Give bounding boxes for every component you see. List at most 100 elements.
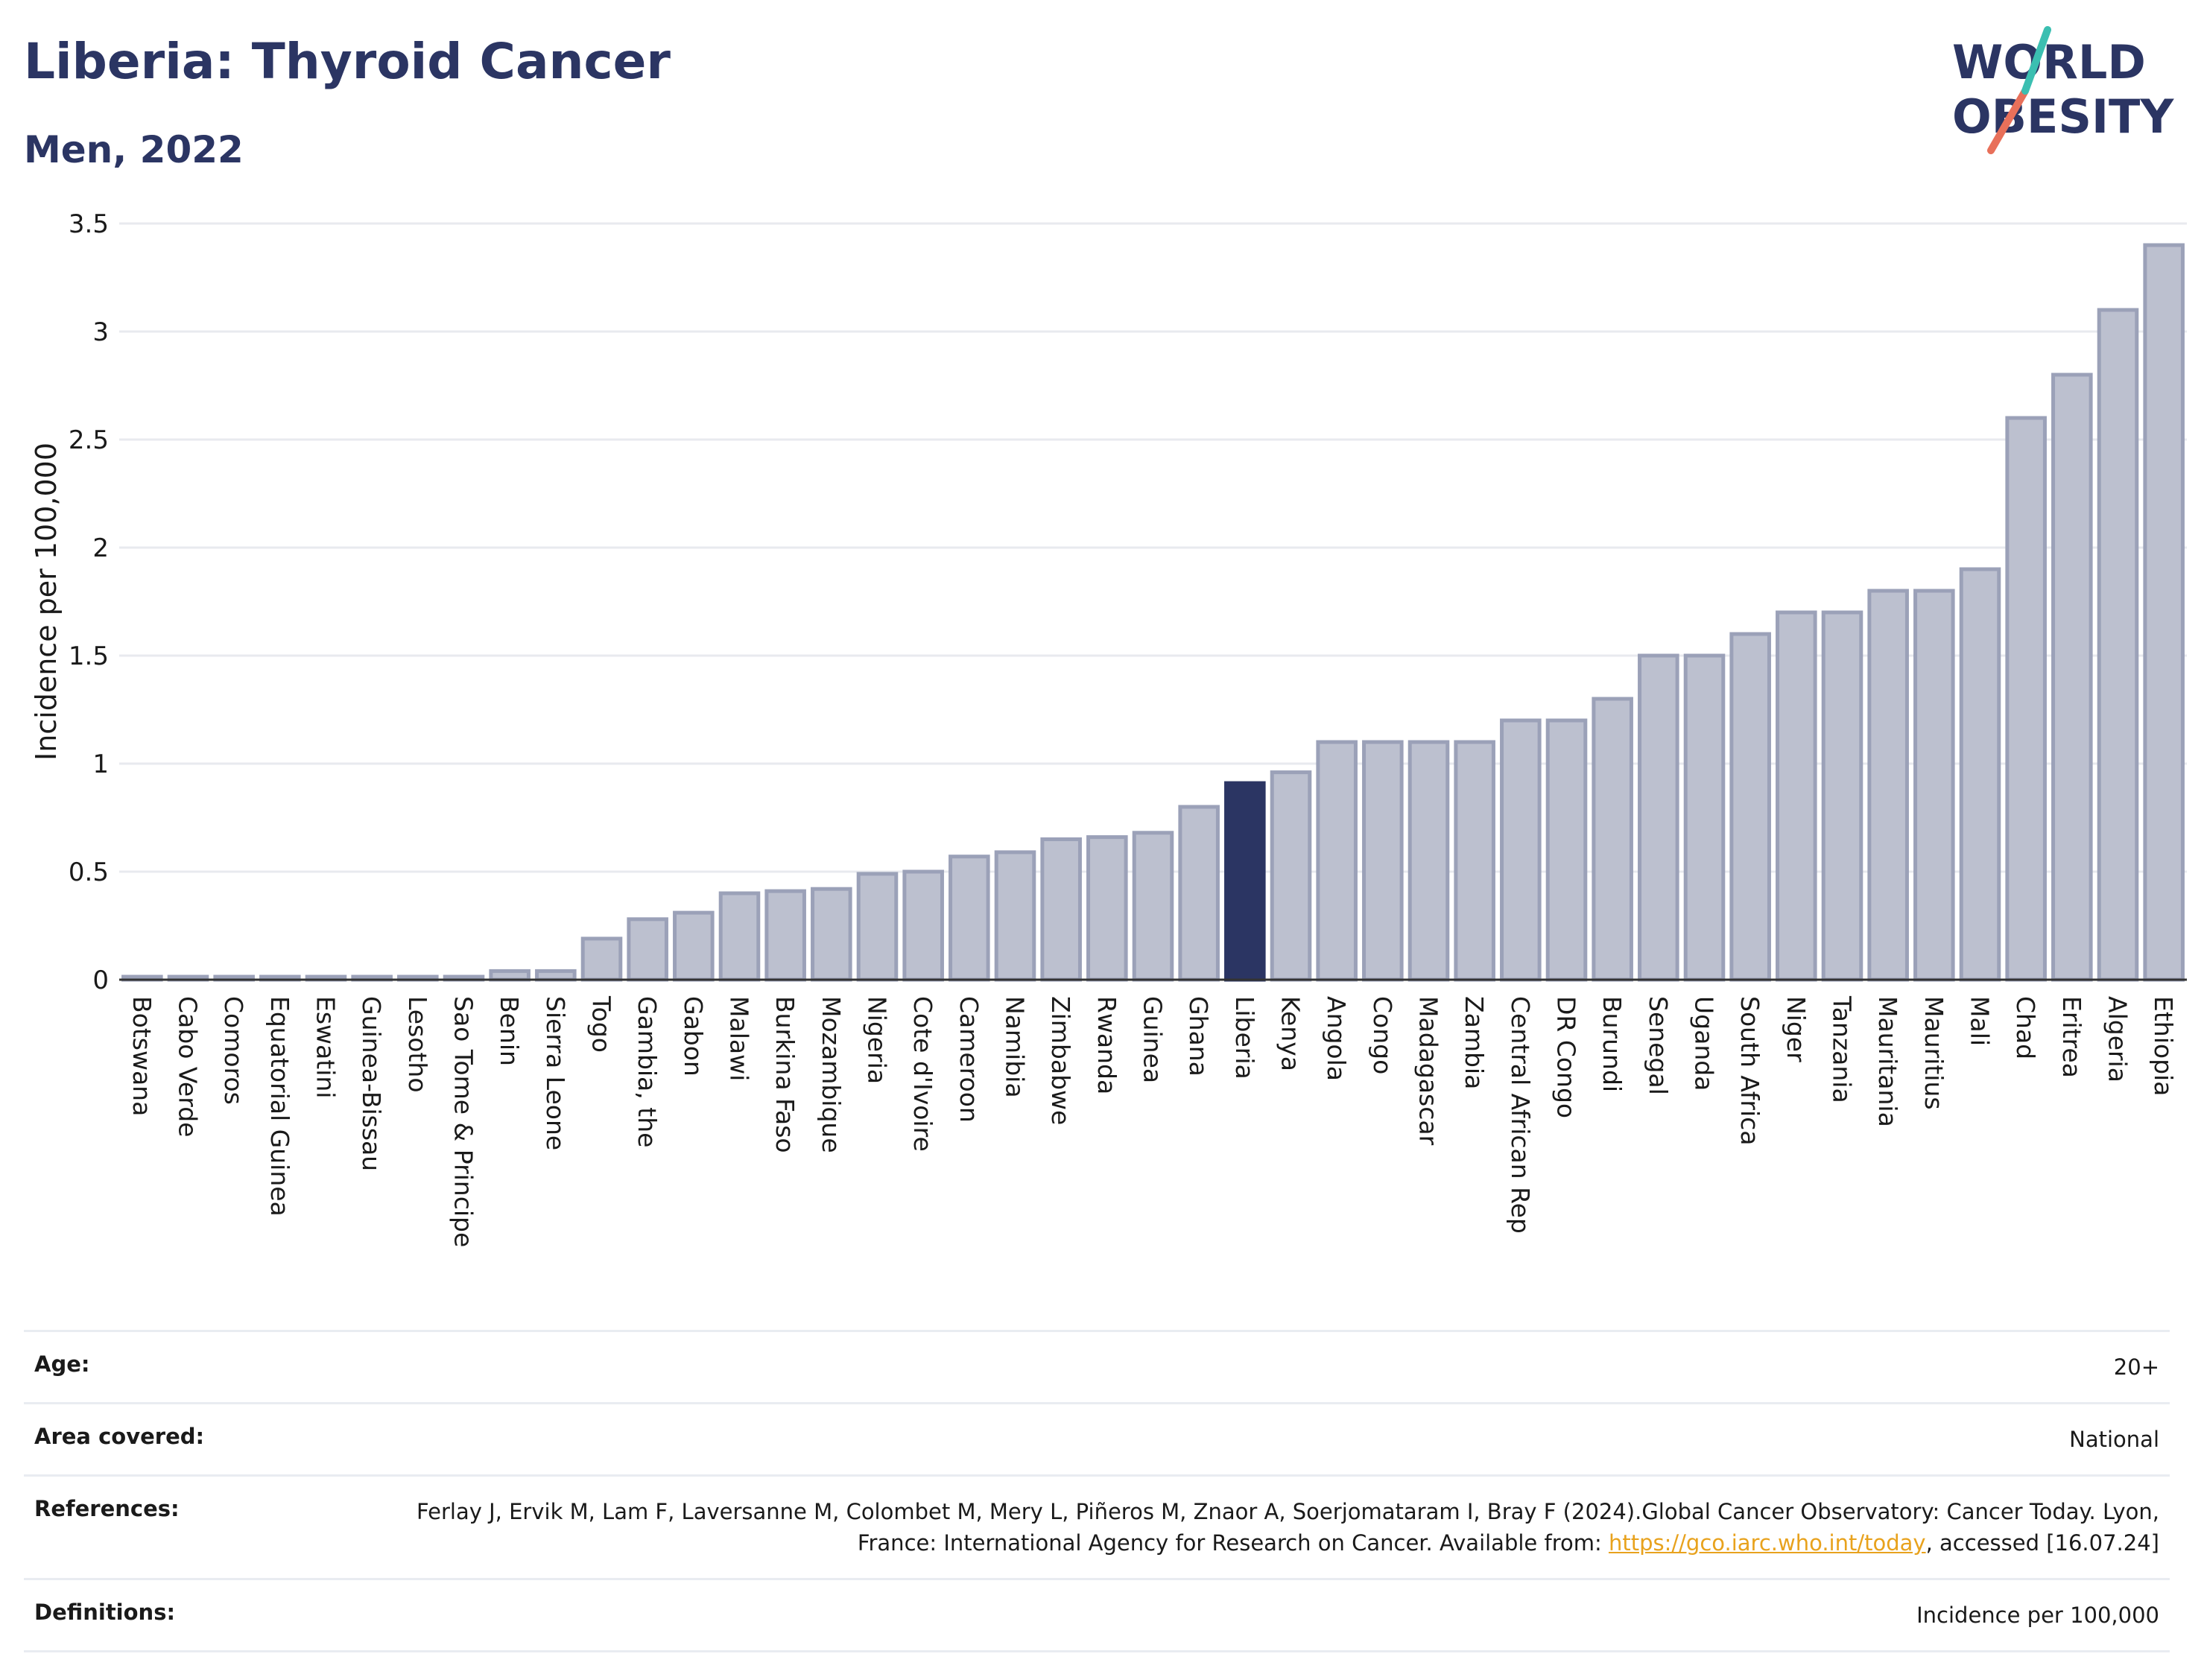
x-tick-label: Sao Tome & Principe xyxy=(449,996,478,1247)
x-tick-label: Nigeria xyxy=(863,996,892,1084)
x-tick-label: Mali xyxy=(1966,996,1995,1046)
bar xyxy=(673,910,715,982)
bar xyxy=(1040,837,1082,982)
bar xyxy=(1959,567,2001,982)
x-tick-label: Cameroon xyxy=(954,996,984,1123)
references-text: Ferlay J, Ervik M, Lam F, Laversanne M, … xyxy=(417,1499,2159,1556)
bar xyxy=(949,855,990,982)
x-tick-label: Burkina Faso xyxy=(770,996,799,1153)
bar xyxy=(764,889,806,982)
x-tick-label: Kenya xyxy=(1276,996,1305,1071)
info-row-area: Area covered: National xyxy=(24,1402,2170,1474)
bar xyxy=(1224,781,1266,982)
logo-line1: WORLD xyxy=(1952,35,2146,89)
bar xyxy=(1913,589,1955,982)
logo-slash-accent xyxy=(1987,87,2029,154)
x-tick-label: Eritrea xyxy=(2057,996,2086,1078)
bar xyxy=(2143,243,2185,982)
chart-title: Liberia: Thyroid Cancer xyxy=(24,33,671,90)
bar xyxy=(1407,740,1450,982)
y-tick-label: 2.5 xyxy=(69,425,109,455)
bar xyxy=(1638,653,1679,982)
bar xyxy=(580,936,623,982)
x-tick-label: DR Congo xyxy=(1552,996,1581,1118)
bar xyxy=(811,887,852,982)
bar xyxy=(1316,740,1358,982)
x-tick-label: Gambia, the xyxy=(633,996,662,1147)
bar xyxy=(1178,805,1220,982)
bar xyxy=(2005,416,2047,982)
bar xyxy=(1545,718,1588,982)
bar xyxy=(1867,589,1909,982)
bar xyxy=(1132,831,1174,982)
x-tick-label: Equatorial Guinea xyxy=(265,996,294,1217)
y-axis-label: Incidence per 100,000 xyxy=(30,443,63,761)
x-tick-label: Togo xyxy=(587,995,616,1053)
x-tick-label: Congo xyxy=(1368,996,1397,1074)
x-tick-label: Cote d'Ivoire xyxy=(908,996,937,1152)
definitions-label: Definitions: xyxy=(34,1600,176,1626)
x-tick-label: Liberia xyxy=(1230,996,1259,1080)
bar xyxy=(856,872,899,982)
x-tick-label: Sierra Leone xyxy=(541,996,570,1150)
bar xyxy=(1776,610,1817,982)
age-label: Age: xyxy=(34,1351,90,1377)
y-tick-label: 0.5 xyxy=(69,858,109,887)
age-value: 20+ xyxy=(2113,1354,2159,1380)
bar xyxy=(627,917,668,982)
x-tick-label: Guinea xyxy=(1139,996,1168,1083)
x-tick-label: Senegal xyxy=(1644,996,1673,1095)
bar xyxy=(1270,770,1312,982)
definitions-value: Incidence per 100,000 xyxy=(1916,1603,2159,1629)
references-value: Ferlay J, Ervik M, Lam F, Laversanne M, … xyxy=(386,1496,2159,1559)
x-tick-label: Ghana xyxy=(1184,996,1213,1077)
x-tick-label: Comoros xyxy=(219,996,248,1105)
references-link[interactable]: https://gco.iarc.who.int/today xyxy=(1608,1530,1926,1556)
y-tick-label: 1 xyxy=(92,749,109,779)
x-tick-label: Angola xyxy=(1322,996,1351,1081)
y-tick-labels: 0 0.5 1 1.5 2 2.5 3 3.5 xyxy=(69,209,109,995)
x-tick-label: Burundi xyxy=(1597,996,1627,1092)
x-tick-label: Lesotho xyxy=(403,996,432,1093)
bar xyxy=(1683,653,1726,982)
bar xyxy=(1821,610,1863,982)
info-table: Age: 20+ Area covered: National Referenc… xyxy=(24,1330,2170,1653)
world-obesity-logo: WORLD OBESITY xyxy=(1937,22,2191,156)
x-tick-label: Tanzania xyxy=(1828,995,1857,1103)
x-tick-label: Namibia xyxy=(1001,996,1030,1098)
info-row-age: Age: 20+ xyxy=(24,1330,2170,1402)
y-tick-label: 3.5 xyxy=(69,209,109,239)
bar xyxy=(1454,740,1495,982)
y-tick-label: 1.5 xyxy=(69,641,109,671)
x-tick-label: Cabo Verde xyxy=(174,996,203,1137)
x-tick-label: Benin xyxy=(495,996,524,1066)
x-tick-label: Zimbabwe xyxy=(1046,996,1075,1125)
x-tick-label: Ethiopia xyxy=(2149,996,2178,1096)
bar xyxy=(1592,697,1633,982)
bar xyxy=(1500,718,1542,982)
x-tick-labels: Botswana Cabo Verde Comoros Equatorial Guin… xyxy=(127,995,2178,1247)
x-tick-label: Uganda xyxy=(1690,996,1719,1091)
bar-chart: 0 0.5 1 1.5 2 2.5 3 3.5 Botswana Cabo Verde Comor… xyxy=(0,194,2204,1311)
x-tick-label: Gabon xyxy=(679,996,708,1077)
x-tick-label: Zambia xyxy=(1460,996,1489,1089)
y-tick-label: 2 xyxy=(92,533,109,563)
x-tick-label: Guinea-Bissau xyxy=(357,996,386,1171)
y-tick-label: 3 xyxy=(92,317,109,347)
x-tick-label: South Africa xyxy=(1735,996,1764,1146)
x-tick-label: Mauritania xyxy=(1873,996,1902,1127)
bar xyxy=(2051,373,2093,982)
bar xyxy=(2097,308,2139,982)
x-tick-label: Rwanda xyxy=(1092,996,1121,1094)
x-tick-label: Central African Rep xyxy=(1506,996,1535,1234)
bar xyxy=(1086,835,1128,982)
x-tick-label: Eswatini xyxy=(311,996,341,1098)
references-label: References: xyxy=(34,1496,180,1522)
logo-slash-accent-top xyxy=(2021,26,2051,95)
area-covered-label: Area covered: xyxy=(34,1424,205,1450)
bar xyxy=(489,969,531,982)
x-tick-label: Algeria xyxy=(2103,996,2132,1083)
bar xyxy=(1729,632,1771,982)
chart-subtitle: Men, 2022 xyxy=(24,128,244,171)
bars xyxy=(121,243,2185,982)
